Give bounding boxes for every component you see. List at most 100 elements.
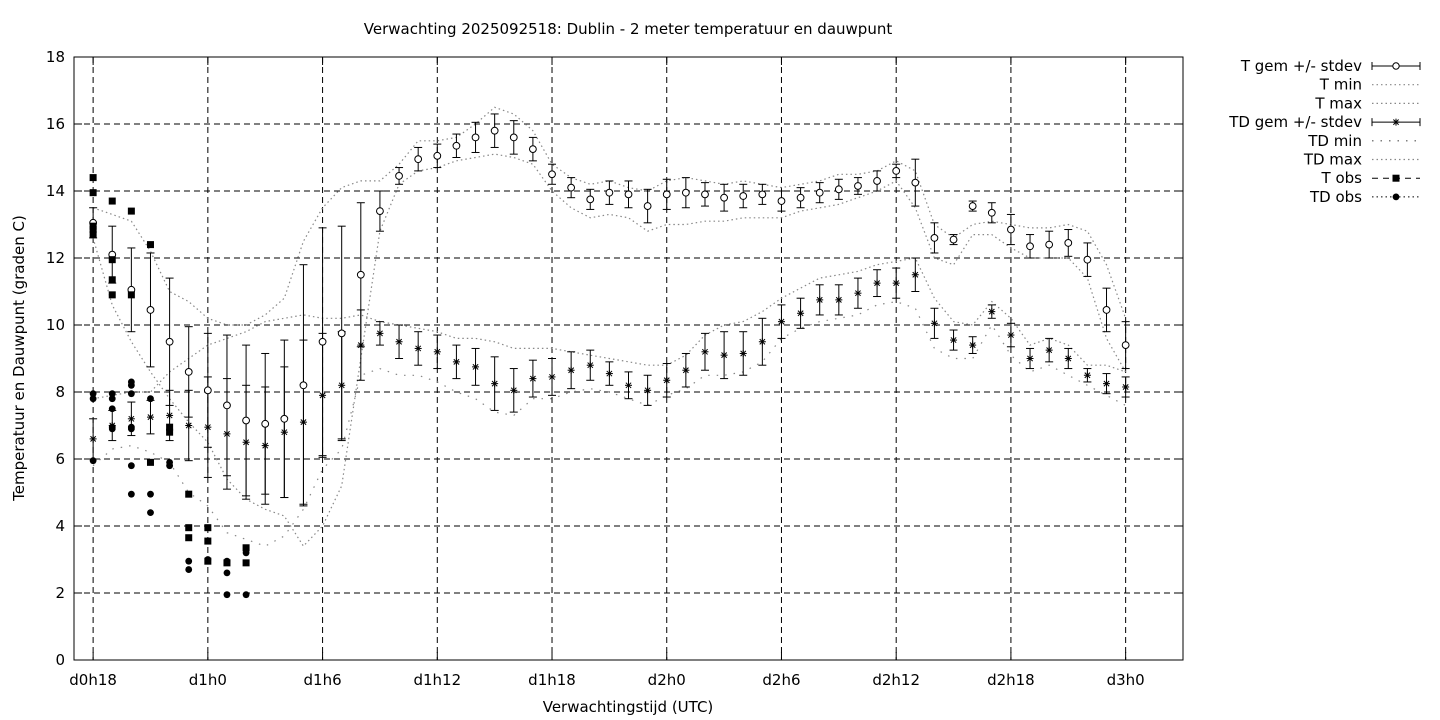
td-mean-point xyxy=(777,318,785,326)
td-mean-point-stroke xyxy=(644,387,651,394)
td-mean-point-stroke xyxy=(1103,380,1110,387)
t-obs-point xyxy=(185,490,193,498)
x-tick-label: d1h18 xyxy=(528,671,576,689)
td-mean-point xyxy=(816,296,824,304)
td-max-line xyxy=(92,257,1126,400)
x-tick-label: d3h0 xyxy=(1107,671,1145,689)
td-mean-point-stroke xyxy=(529,375,536,382)
t-mean-point xyxy=(605,188,614,197)
t-mean-point xyxy=(433,151,442,160)
y-tick-label: 10 xyxy=(46,316,65,334)
td-mean-point-stroke xyxy=(243,439,250,446)
td-mean-point-stroke xyxy=(1027,355,1034,362)
td-mean-point xyxy=(395,338,403,346)
t-mean-point xyxy=(758,190,767,199)
td-obs-point xyxy=(89,390,97,398)
td-obs-point xyxy=(127,462,135,470)
td-mean-point-stroke xyxy=(453,358,460,365)
t-mean-point xyxy=(184,368,193,376)
t-obs-point xyxy=(108,197,116,205)
td-mean-point xyxy=(433,348,441,356)
t-mean-point xyxy=(1064,239,1073,247)
td-mean-point xyxy=(166,411,174,419)
t-max-line xyxy=(92,106,1127,326)
td-mean-point-stroke xyxy=(931,320,938,327)
t-mean-point xyxy=(395,172,403,180)
td-mean-point-stroke xyxy=(759,338,766,345)
y-tick-label: 8 xyxy=(55,383,65,401)
td-mean-point xyxy=(911,271,919,279)
t-obs-point xyxy=(204,524,212,532)
td-mean-point xyxy=(376,329,384,337)
td-mean-point xyxy=(854,289,862,297)
td-mean-point-stroke xyxy=(568,367,575,374)
td-mean-point-stroke xyxy=(1046,347,1053,354)
t-mean-point xyxy=(261,419,270,428)
t-mean-point xyxy=(490,126,499,135)
x-tick-label: d0h18 xyxy=(69,671,117,689)
y-tick-label: 2 xyxy=(55,584,65,602)
t-mean-point xyxy=(815,188,824,197)
t-mean-point xyxy=(624,190,633,199)
t-mean-point xyxy=(146,306,155,314)
td-mean-point-stroke xyxy=(1122,383,1129,390)
td-mean-point-stroke xyxy=(434,348,441,355)
td-mean-point xyxy=(1103,380,1111,388)
td-mean-point-stroke xyxy=(740,350,747,357)
y-tick-label: 16 xyxy=(46,115,65,133)
td-mean-point xyxy=(625,381,632,389)
td-mean-point xyxy=(1007,331,1015,339)
td-mean-point xyxy=(586,361,594,369)
t-obs-point xyxy=(108,291,116,299)
td-mean-point xyxy=(1064,355,1072,362)
legend-marker xyxy=(1392,118,1400,126)
td-mean-point-stroke xyxy=(816,296,823,303)
t-mean-point xyxy=(356,270,365,279)
td-obs-point xyxy=(166,462,174,470)
td-mean-point xyxy=(988,308,996,316)
td-mean-point xyxy=(357,341,365,349)
td-obs-point xyxy=(147,395,154,403)
td-mean-point-stroke xyxy=(950,337,957,344)
x-tick-label: d2h0 xyxy=(648,671,686,689)
td-mean-point xyxy=(930,319,938,327)
td-mean-point-stroke xyxy=(185,422,192,429)
t-mean-point xyxy=(509,133,518,142)
td-obs-point xyxy=(89,395,97,403)
t-mean-point xyxy=(987,208,996,217)
td-obs-point xyxy=(147,490,154,498)
t-mean-point xyxy=(471,133,480,142)
td-mean-point-stroke xyxy=(262,442,269,449)
t-mean-point xyxy=(930,234,939,242)
t-mean-point xyxy=(567,183,576,192)
t-mean-point xyxy=(777,197,786,205)
t-mean-point xyxy=(854,182,862,190)
x-tick-label: d2h18 xyxy=(987,671,1035,689)
legend-marker-stroke xyxy=(1393,119,1399,126)
td-obs-point xyxy=(223,591,231,599)
td-mean-point xyxy=(127,415,135,423)
t-mean-point xyxy=(1045,240,1054,249)
data-markers xyxy=(89,126,1130,599)
x-tick-label: d2h12 xyxy=(872,671,920,689)
t-obs-point xyxy=(108,256,116,264)
td-obs-point xyxy=(242,591,250,599)
td-obs-point xyxy=(127,490,135,498)
t-mean-point xyxy=(1102,306,1111,314)
td-mean-point-stroke xyxy=(1065,355,1072,362)
legend-label: T max xyxy=(1314,94,1362,112)
y-axis-label: Temperatuur en Dauwpunt (graden C) xyxy=(10,215,28,502)
t-obs-point xyxy=(89,174,97,182)
t-mean-point xyxy=(892,167,901,175)
y-tick-label: 14 xyxy=(46,182,65,200)
td-mean-point-stroke xyxy=(472,363,479,370)
td-mean-point xyxy=(280,428,288,436)
t-mean-point xyxy=(643,202,652,210)
td-mean-point-stroke xyxy=(854,290,861,297)
td-obs-point xyxy=(185,566,193,573)
t-obs-point xyxy=(127,207,135,215)
td-mean-point xyxy=(950,336,958,344)
td-mean-point xyxy=(452,358,460,366)
chart-title: Verwachting 2025092518: Dublin - 2 meter… xyxy=(364,20,893,38)
legend-marker xyxy=(1392,193,1400,201)
